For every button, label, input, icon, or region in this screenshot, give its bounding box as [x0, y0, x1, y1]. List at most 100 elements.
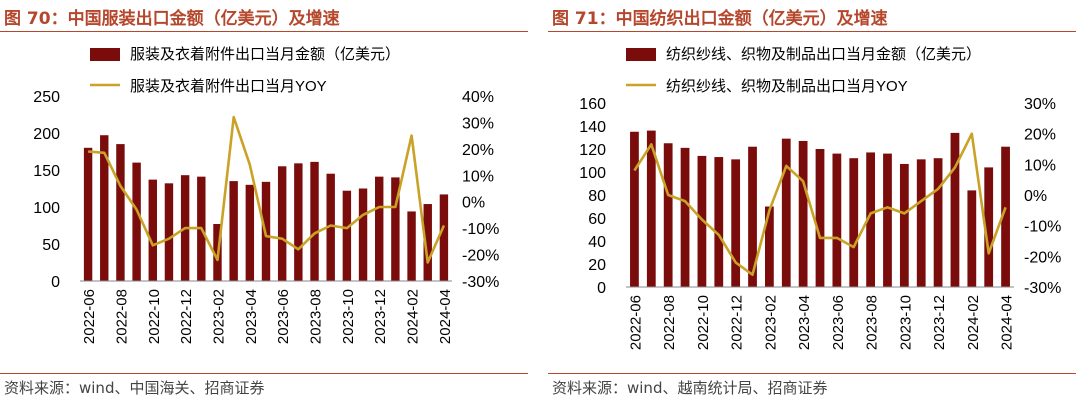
x-tick-label: 2024-04: [999, 295, 1016, 350]
bar-2023-07: [294, 163, 303, 281]
bar-2023-03: [781, 138, 791, 287]
chart-panel-textile: 图 71：中国纺织出口金额（亿美元）及增速 纺织纱线、织物及制品出口当月金额（亿…: [548, 0, 1078, 402]
clothing-export-chart: 服装及衣着附件出口当月金额（亿美元） 服装及衣着附件出口当月YOY 0 50 100 15…: [33, 46, 499, 344]
bar-2022-06: [630, 131, 639, 287]
y-right-tick-label: -30%: [462, 274, 499, 291]
y-right-tick-label: -30%: [1024, 280, 1061, 297]
bar-2023-12: [375, 176, 384, 281]
y-left-tick-label: 100: [33, 200, 60, 217]
bar-2022-07: [100, 135, 109, 281]
y-right-tick-label: 0%: [462, 195, 485, 212]
y-left-tick-label: 0: [597, 280, 606, 297]
bar-2023-02: [765, 206, 774, 287]
bar-2022-11: [714, 157, 724, 287]
bar-2024-01: [950, 132, 960, 287]
bar-2022-12: [731, 159, 741, 287]
source-rule: [548, 373, 1076, 374]
y-left-tick-label: 20: [588, 257, 606, 274]
x-tick-label: 2023-10: [897, 295, 914, 350]
bar-2022-10: [697, 155, 707, 287]
bar-2023-09: [326, 173, 335, 281]
x-tick-label: 2023-08: [308, 289, 325, 344]
legend-bar-swatch: [90, 48, 120, 61]
bar-2024-02: [967, 190, 977, 287]
x-tick-label: 2023-06: [830, 295, 847, 350]
title-rule: [548, 31, 1076, 32]
x-tick-label: 2022-08: [113, 289, 130, 344]
bar-2023-12: [933, 158, 943, 287]
bar-2024-03: [984, 167, 994, 287]
y-right-tick-label: -20%: [462, 248, 499, 265]
bar-2023-11: [916, 159, 926, 287]
bar-2024-04: [1001, 146, 1010, 287]
x-tick-label: 2024-04: [437, 289, 454, 344]
y-left-tick-label: 60: [588, 211, 606, 228]
bar-2023-10: [342, 190, 352, 281]
x-tick-label: 2022-10: [146, 289, 163, 344]
yoy-line: [633, 132, 1007, 276]
y-left-tick-label: 40: [588, 234, 606, 251]
y-right-tick-label: 10%: [1024, 157, 1056, 174]
y-left-tick-label: 80: [588, 188, 606, 205]
y-right-tick-label: 40%: [462, 89, 494, 106]
bar-2023-10: [899, 163, 909, 287]
y-left-tick-label: 250: [33, 89, 60, 106]
y-left-tick-label: 150: [33, 163, 60, 180]
bar-2023-04: [245, 184, 255, 281]
bar-2023-08: [310, 161, 319, 281]
bar-2024-02: [407, 211, 416, 281]
y-left-tick-label: 100: [579, 165, 606, 182]
bar-2023-06: [832, 153, 842, 287]
y-right-tick-label: 20%: [462, 142, 494, 159]
bar-2023-01: [748, 146, 757, 287]
x-tick-label: 2024-02: [405, 289, 422, 344]
chart-title: 图 71：中国纺织出口金额（亿美元）及增速: [552, 9, 888, 29]
bar-2023-09: [883, 153, 892, 287]
x-tick-label: 2023-08: [864, 295, 881, 350]
textile-export-chart: 纺织纱线、织物及制品出口当月金额（亿美元） 纺织纱线、织物及制品出口当月YOY 0 2…: [579, 46, 1061, 350]
legend-line-label: 纺织纱线、织物及制品出口当月YOY: [666, 78, 908, 95]
chart-source: 资料来源：wind、中国海关、招商证券: [4, 379, 265, 397]
x-tick-label: 2023-04: [243, 289, 260, 344]
y-right-tick-label: -10%: [1024, 219, 1061, 236]
x-tick-label: 2022-10: [695, 295, 712, 350]
x-tick-label: 2022-12: [729, 295, 746, 350]
bar-2023-06: [277, 166, 287, 281]
x-tick-label: 2023-04: [796, 295, 813, 350]
bar-2022-09: [680, 147, 690, 287]
y-left-tick-label: 120: [579, 142, 606, 159]
bar-2023-07: [849, 158, 859, 287]
chart-source: 资料来源：wind、越南统计局、招商证券: [552, 379, 828, 397]
x-tick-label: 2023-06: [275, 289, 292, 344]
bar-2023-03: [229, 181, 238, 281]
bar-2024-01: [391, 177, 400, 281]
bar-2023-04: [798, 140, 808, 287]
x-tick-label: 2023-02: [210, 289, 227, 344]
y-right-tick-label: -10%: [462, 221, 499, 238]
bar-2022-07: [646, 130, 656, 287]
yoy-line: [87, 115, 446, 264]
bar-2022-09: [132, 162, 141, 281]
chart-panel-clothing: 图 70：中国服装出口金额（亿美元）及增速 服装及衣着附件出口当月金额（亿美元）…: [0, 0, 530, 402]
bar-2024-04: [439, 194, 449, 281]
x-tick-label: 2022-06: [627, 295, 644, 350]
bar-2023-11: [358, 188, 368, 281]
y-right-tick-label: 0%: [1024, 188, 1047, 205]
y-left-tick-label: 50: [42, 237, 60, 254]
bar-2022-10: [148, 179, 157, 281]
legend-line-label: 服装及衣着附件出口当月YOY: [130, 78, 327, 95]
bar-2022-08: [663, 143, 673, 287]
bar-2024-03: [423, 204, 432, 281]
x-tick-label: 2024-02: [965, 295, 982, 350]
bar-2023-05: [815, 149, 825, 287]
y-left-tick-label: 140: [579, 119, 606, 136]
bar-2022-08: [116, 144, 125, 281]
y-right-tick-label: 10%: [462, 168, 494, 185]
y-left-tick-label: 160: [579, 96, 606, 113]
bar-2022-11: [164, 183, 174, 281]
y-right-tick-label: -20%: [1024, 249, 1061, 266]
x-tick-label: 2022-12: [178, 289, 195, 344]
legend-bar-swatch: [626, 48, 656, 61]
y-right-tick-label: 30%: [462, 115, 494, 132]
legend-bar-label: 纺织纱线、织物及制品出口当月金额（亿美元）: [666, 46, 981, 63]
